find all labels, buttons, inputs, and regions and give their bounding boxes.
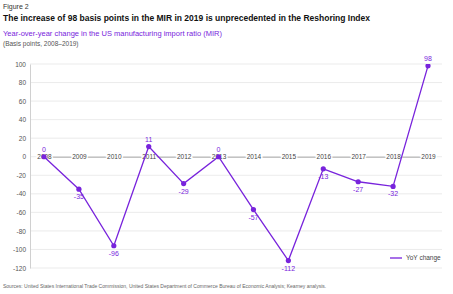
series-marker [216, 154, 221, 159]
series-marker [41, 154, 46, 159]
series-marker [76, 187, 81, 192]
x-tick: 2015 [282, 153, 297, 160]
series-marker [181, 181, 186, 186]
grid-line [30, 138, 442, 139]
y-tick-label: -40 [17, 190, 27, 197]
grid-line [30, 82, 442, 83]
x-tick: 2013 [212, 153, 227, 160]
data-label: -35 [74, 193, 84, 200]
subtitle: Year-over-year change in the US manufact… [3, 29, 222, 38]
data-label: 98 [424, 55, 432, 62]
x-tick: 2014 [247, 153, 262, 160]
x-tick-label: 2010 [107, 153, 122, 160]
y-tick-label: -20 [17, 172, 27, 179]
title: The increase of 98 basis points in the M… [3, 13, 370, 23]
y-tick: 80 [19, 79, 30, 86]
grid-line [30, 175, 442, 176]
x-tick: 2019 [421, 153, 436, 160]
data-labels: 0 -35 -96 11 -29 0 -57 -112 -13 -27 -32 98 [42, 55, 432, 272]
grid-line [30, 193, 442, 194]
y-tick: 60 [19, 98, 30, 105]
series-marker [425, 64, 430, 68]
x-axis: 2008200920102011201220132014201520162017… [37, 153, 436, 160]
x-tick-label: 2014 [247, 153, 262, 160]
y-tick-label: -100 [13, 246, 26, 253]
legend-swatch [390, 257, 402, 258]
x-tick-label: 2018 [386, 153, 401, 160]
data-label: 0 [42, 146, 46, 153]
y-tick-label: 40 [19, 116, 27, 123]
source: Sources: United States International Tra… [3, 283, 326, 289]
data-label: -112 [282, 265, 296, 272]
data-label: 0 [217, 146, 221, 153]
y-axis-line [30, 65, 31, 269]
x-tick-label: 2009 [72, 153, 87, 160]
series-marker [146, 144, 151, 149]
y-tick: -80 [17, 227, 30, 234]
x-tick-label: 2015 [282, 153, 297, 160]
series-marker [390, 184, 395, 189]
y-tick-label: 20 [19, 135, 27, 142]
grid-line [30, 249, 442, 250]
y-tick: 100 [15, 61, 30, 68]
y-tick-label: -80 [17, 227, 27, 234]
legend: YoY change [390, 254, 441, 262]
grid-line [30, 156, 442, 157]
y-tick-label: -120 [13, 265, 26, 272]
series-marker [251, 207, 256, 212]
x-tick: 2018 [386, 153, 401, 160]
x-tick-label: 2012 [177, 153, 192, 160]
y-tick-label: 60 [19, 98, 27, 105]
x-tick-label: 2017 [351, 153, 366, 160]
series-marker [111, 243, 116, 248]
x-tick-label: 2016 [317, 153, 332, 160]
grid-line [30, 119, 442, 120]
grid-line [30, 268, 442, 269]
x-tick: 2016 [317, 153, 332, 160]
x-tick: 2009 [72, 153, 87, 160]
y-tick-label: 100 [15, 61, 26, 68]
y-tick: 0 [22, 153, 30, 160]
zero-line [45, 157, 429, 158]
y-axis-label: (Basis points, 2008–2019) [3, 40, 79, 48]
data-label: -32 [388, 190, 398, 197]
data-label: 11 [145, 136, 152, 143]
plot-area [41, 64, 430, 263]
y-tick-label: -60 [17, 209, 27, 216]
x-tick-label: 2008 [37, 153, 52, 160]
y-tick: 20 [19, 135, 30, 142]
y-tick: -40 [17, 190, 30, 197]
y-tick: -100 [13, 246, 30, 253]
x-tick: 2012 [177, 153, 192, 160]
grid-line [30, 101, 442, 102]
data-label: -96 [109, 250, 119, 257]
y-tick: 40 [19, 116, 30, 123]
x-tick-label: 2019 [421, 153, 436, 160]
series-marker [356, 179, 361, 184]
series-line [44, 66, 428, 261]
y-axis: -120 -100 -80 -60 -40 -20 0 20 40 60 80 100 [13, 61, 31, 272]
grid-line [30, 230, 442, 231]
legend-label: YoY change [406, 254, 441, 262]
x-tick-label: 2013 [212, 153, 227, 160]
data-label: -27 [353, 186, 363, 193]
y-tick-label: 80 [19, 79, 27, 86]
grid-line [30, 212, 442, 213]
y-tick: -60 [17, 209, 30, 216]
y-tick: -20 [17, 172, 30, 179]
grid [30, 64, 442, 268]
y-tick: -120 [13, 265, 30, 272]
data-label: -29 [179, 188, 189, 195]
x-tick: 2010 [107, 153, 122, 160]
x-tick: 2017 [351, 153, 366, 160]
figure-label: Figure 2 [3, 3, 29, 11]
data-label: -57 [248, 214, 258, 221]
grid-line [30, 64, 442, 65]
x-tick: 2008 [37, 153, 52, 160]
series-marker [286, 258, 291, 263]
series-marker [321, 166, 326, 171]
data-label: -13 [318, 173, 328, 180]
y-tick-label: 0 [22, 153, 26, 160]
